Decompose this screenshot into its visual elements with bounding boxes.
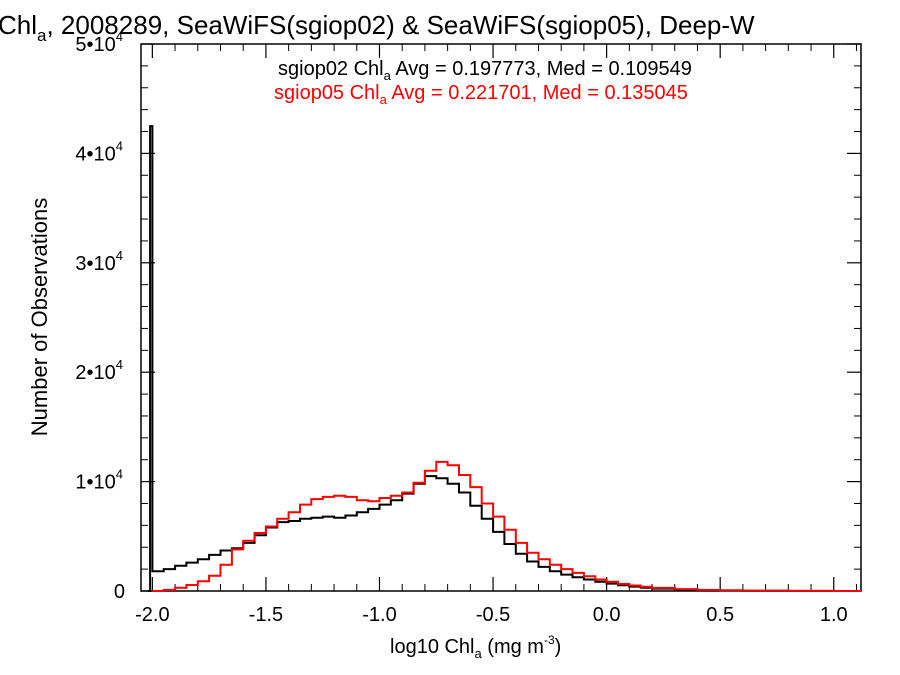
x-axis-label: log10 Chla (mg m-3) [390,633,561,661]
y-tick-label: 2•104 [75,357,123,384]
x-tick-label: 0.0 [593,604,621,626]
y-tick-label: 4•104 [75,138,123,165]
y-axis: 0 1•104 2•104 3•104 4•104 5•104 [75,29,861,603]
y-tick-label: 5•104 [75,29,123,56]
y-axis-label: Number of Observations [27,198,52,436]
x-tick-label: -1.5 [249,604,283,626]
y-tick-label: 3•104 [75,248,123,275]
x-tick-label: -0.5 [476,604,510,626]
x-tick-label: 0.5 [706,604,734,626]
annotation-sgiop02: sgiop02 Chla Avg = 0.197773, Med = 0.109… [278,58,692,83]
series-line-sgiop05 [152,460,861,592]
y-tick-label: 0 [114,581,125,603]
plot-frame [140,43,862,592]
x-axis: -2.0 -1.5 -1.0 -0.5 0.0 0.5 1.0 [135,44,857,626]
annotation-sgiop05: sgiop05 Chla Avg = 0.221701, Med = 0.135… [274,82,688,107]
x-tick-label: 1.0 [820,604,848,626]
x-tick-label: -1.0 [362,604,396,626]
chart-title: Chla, 2008289, SeaWiFS(sgiop02) & SeaWiF… [0,10,755,45]
series-layer [147,125,861,592]
y-tick-label: 1•104 [75,467,123,494]
x-tick-label: -2.0 [135,604,169,626]
